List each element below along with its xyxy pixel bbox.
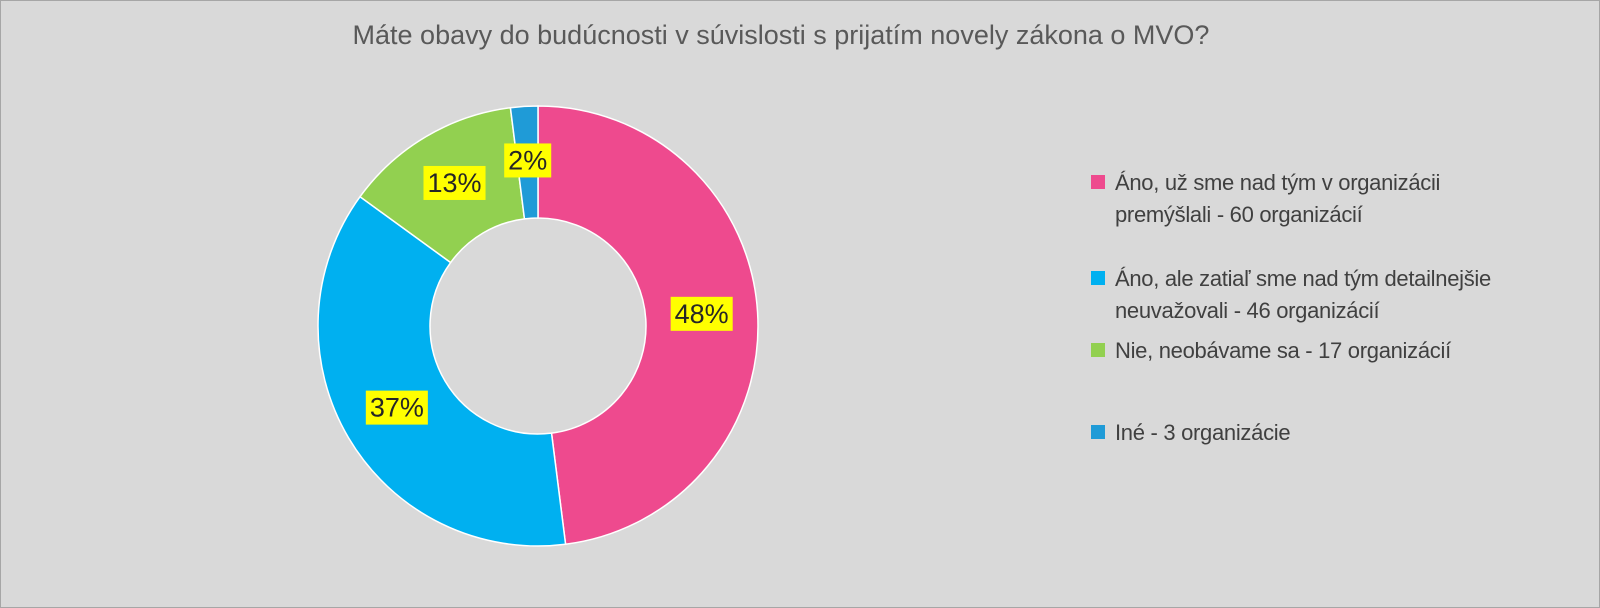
label-box: [423, 165, 486, 200]
data-label: 2%: [508, 145, 547, 175]
label-box: [365, 390, 428, 425]
legend-swatch: [1091, 271, 1105, 285]
label-box: [504, 143, 552, 178]
legend-item: Nie, neobávame sa - 17 organizácií: [1091, 335, 1531, 367]
legend-label: Iné - 3 organizácie: [1115, 420, 1291, 445]
legend-item: Iné - 3 organizácie: [1091, 417, 1531, 449]
label-box: [670, 296, 733, 331]
legend-swatch: [1091, 343, 1105, 357]
legend-label: Áno, ale zatiaľ sme nad tým detailnejšie…: [1115, 266, 1491, 323]
legend-swatch: [1091, 175, 1105, 189]
donut-slice: [317, 195, 567, 547]
data-label: 48%: [675, 299, 729, 329]
legend-label: Nie, neobávame sa - 17 organizácií: [1115, 338, 1451, 363]
data-label: 13%: [427, 168, 481, 198]
chart-title: Máte obavy do budúcnosti v súvislosti s …: [353, 20, 1210, 50]
donut-slice: [537, 105, 759, 546]
data-label: 37%: [370, 393, 424, 423]
legend-item: Áno, ale zatiaľ sme nad tým detailnejšie…: [1091, 263, 1531, 327]
legend-item: Áno, už sme nad tým v organizácii premýš…: [1091, 167, 1531, 231]
legend-swatch: [1091, 425, 1105, 439]
legend-label: Áno, už sme nad tým v organizácii premýš…: [1115, 170, 1441, 227]
